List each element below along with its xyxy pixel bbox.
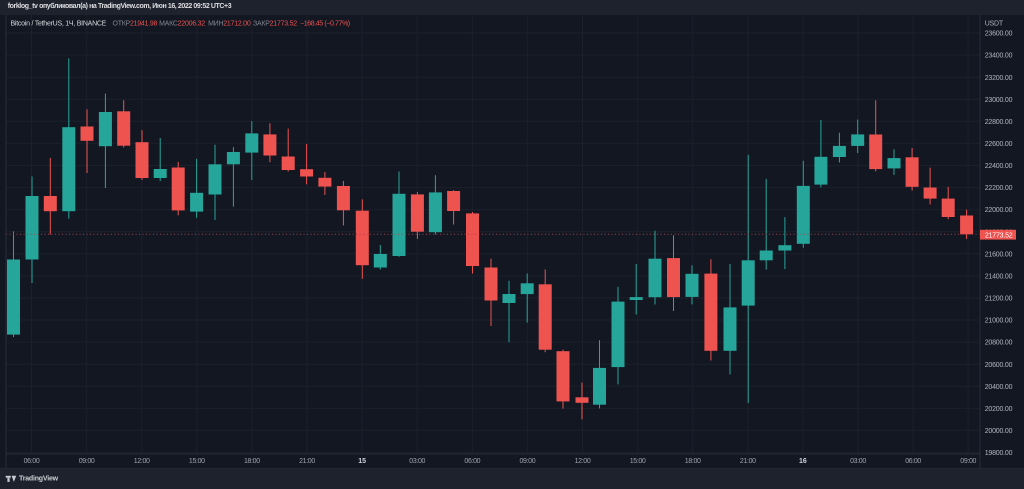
svg-text:23000.00: 23000.00 [985,97,1013,104]
svg-text:21600.00: 21600.00 [985,251,1013,258]
svg-text:20800.00: 20800.00 [985,340,1013,347]
svg-text:22600.00: 22600.00 [985,141,1013,148]
svg-text:06:00: 06:00 [24,458,40,465]
svg-text:22000.00: 22000.00 [985,207,1013,214]
svg-text:06:00: 06:00 [905,458,921,465]
svg-text:20600.00: 20600.00 [985,362,1013,369]
svg-text:МИН21712.00: МИН21712.00 [208,21,251,28]
svg-text:03:00: 03:00 [850,458,866,465]
svg-text:20200.00: 20200.00 [985,406,1013,413]
svg-text:20000.00: 20000.00 [985,428,1013,435]
svg-text:18:00: 18:00 [244,458,260,465]
svg-text:15:00: 15:00 [630,458,646,465]
svg-text:23400.00: 23400.00 [985,53,1013,60]
svg-text:ЗАКР21773.52: ЗАКР21773.52 [253,21,297,28]
svg-text:09:00: 09:00 [520,458,536,465]
svg-text:23600.00: 23600.00 [985,31,1013,38]
svg-text:23200.00: 23200.00 [985,75,1013,82]
svg-text:МАКС22006.32: МАКС22006.32 [159,21,205,28]
svg-text:19800.00: 19800.00 [985,450,1013,457]
svg-text:16: 16 [799,458,807,465]
svg-text:09:00: 09:00 [79,458,95,465]
svg-text:20400.00: 20400.00 [985,384,1013,391]
svg-text:18:00: 18:00 [685,458,701,465]
svg-text:21:00: 21:00 [740,458,756,465]
svg-text:22400.00: 22400.00 [985,163,1013,170]
svg-text:06:00: 06:00 [464,458,480,465]
svg-text:09:00: 09:00 [960,458,976,465]
svg-text:ОТКР21941.98: ОТКР21941.98 [113,21,158,28]
svg-text:21200.00: 21200.00 [985,296,1013,303]
svg-text:21000.00: 21000.00 [985,318,1013,325]
svg-text:21400.00: 21400.00 [985,274,1013,281]
svg-text:22800.00: 22800.00 [985,119,1013,126]
svg-text:Bitcoin / TetherUS, 1Ч, BINANC: Bitcoin / TetherUS, 1Ч, BINANCE [11,21,107,28]
svg-text:03:00: 03:00 [409,458,425,465]
svg-text:USDT: USDT [985,21,1004,28]
svg-text:15: 15 [358,458,366,465]
svg-text:12:00: 12:00 [134,458,150,465]
svg-text:−168.45 (−0.77%): −168.45 (−0.77%) [300,21,350,28]
svg-text:21773.52: 21773.52 [985,233,1013,240]
svg-text:TradingView: TradingView [19,476,59,483]
svg-text:22200.00: 22200.00 [985,185,1013,192]
svg-text:12:00: 12:00 [575,458,591,465]
svg-text:21:00: 21:00 [299,458,315,465]
svg-text:15:00: 15:00 [189,458,205,465]
